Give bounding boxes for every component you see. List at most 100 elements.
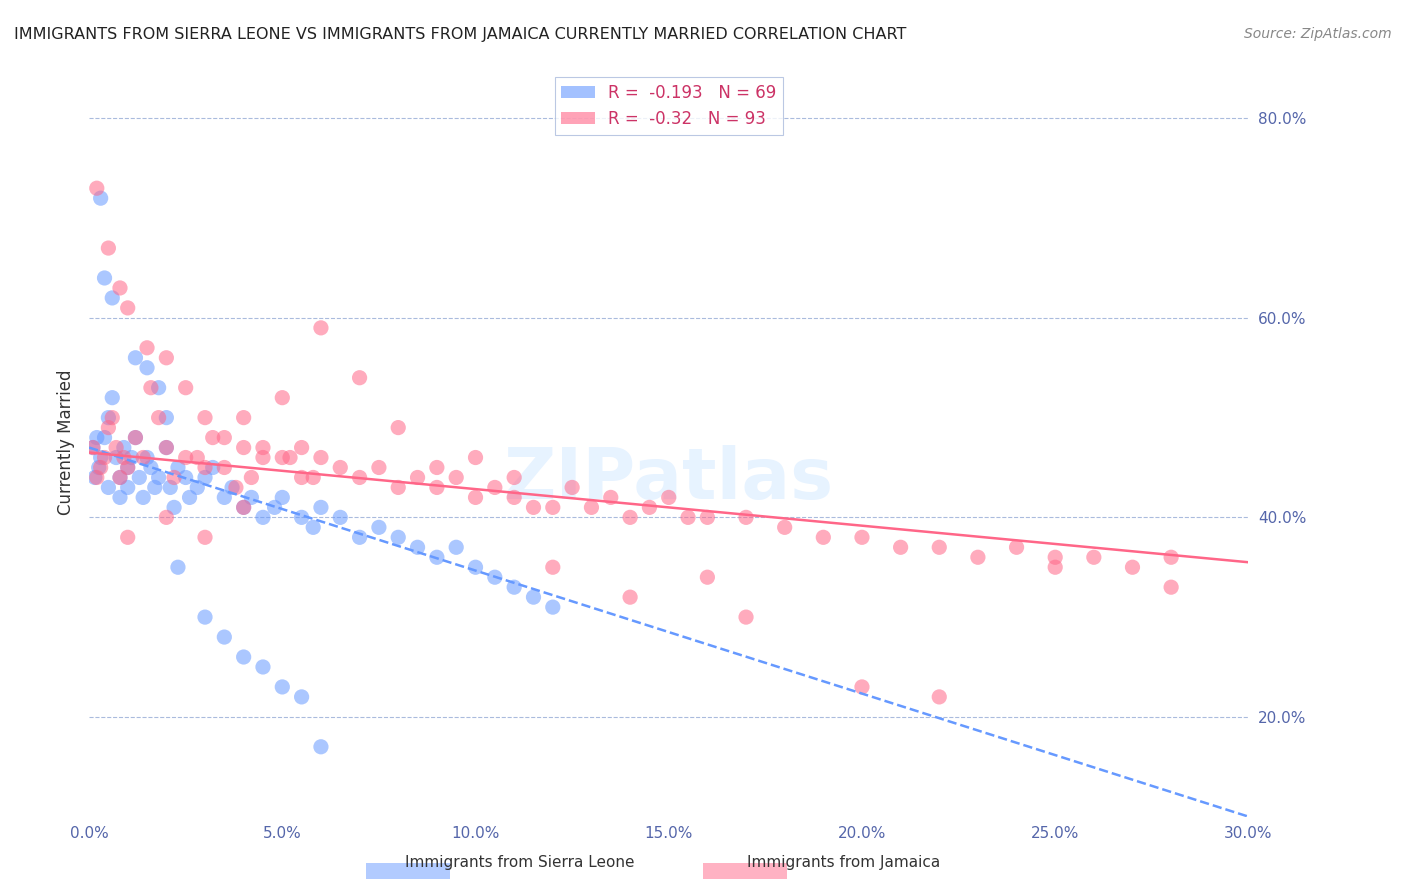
Point [638,500,661,515]
Point [186,450,208,465]
Point [132,491,155,505]
Point [93,431,115,445]
Point [232,410,254,425]
Point [86,181,108,195]
Point [309,321,332,335]
Point [124,351,146,365]
Point [148,410,170,425]
Point [696,570,718,584]
Point [735,610,758,624]
Point [167,560,190,574]
Point [263,500,285,515]
Point [252,660,274,674]
Point [291,441,314,455]
Point [464,450,486,465]
Point [291,690,314,704]
Point [676,510,699,524]
Point [387,480,409,494]
Point [155,351,177,365]
Point [174,450,197,465]
Point [194,530,217,544]
Point [271,450,294,465]
Point [124,431,146,445]
Point [367,460,389,475]
Point [619,510,641,524]
Point [309,450,332,465]
Point [214,460,236,475]
Point [128,470,150,484]
Point [186,480,208,494]
Point [86,431,108,445]
Point [291,510,314,524]
Point [87,460,110,475]
Point [90,450,112,465]
Point [658,491,681,505]
Point [82,441,104,455]
Point [83,470,105,484]
Point [1005,541,1028,555]
Point [179,491,201,505]
Point [232,441,254,455]
Point [155,441,177,455]
Point [201,460,224,475]
Point [240,470,263,484]
Point [221,480,243,494]
Point [813,530,835,544]
Point [1043,560,1066,574]
Text: Immigrants from Jamaica: Immigrants from Jamaica [747,855,941,870]
Point [90,191,112,205]
Point [928,690,950,704]
Point [387,530,409,544]
Text: IMMIGRANTS FROM SIERRA LEONE VS IMMIGRANTS FROM JAMAICA CURRENTLY MARRIED CORREL: IMMIGRANTS FROM SIERRA LEONE VS IMMIGRAN… [14,27,907,42]
Point [194,610,217,624]
Point [148,381,170,395]
Point [426,550,449,565]
Point [444,470,467,484]
Point [194,460,217,475]
Point [444,541,467,555]
Point [271,491,294,505]
Point [406,470,429,484]
Legend: R =  -0.193   N = 69, R =  -0.32   N = 93: R = -0.193 N = 69, R = -0.32 N = 93 [554,77,783,135]
Point [194,410,217,425]
Point [101,410,124,425]
Point [1160,580,1182,594]
Point [349,530,371,544]
Point [426,480,449,494]
Point [97,410,120,425]
Point [93,450,115,465]
Point [143,480,166,494]
Point [619,590,641,604]
Point [194,470,217,484]
Point [101,291,124,305]
Point [1160,550,1182,565]
Point [136,341,159,355]
Point [163,500,186,515]
Point [155,510,177,524]
Point [291,470,314,484]
Point [773,520,796,534]
Point [174,381,197,395]
Point [155,410,177,425]
Point [155,441,177,455]
Point [503,580,526,594]
Point [252,441,274,455]
Point [367,520,389,534]
Text: Source: ZipAtlas.com: Source: ZipAtlas.com [1244,27,1392,41]
Point [1043,550,1066,565]
Point [1083,550,1105,565]
Point [329,510,352,524]
Point [271,391,294,405]
Point [163,470,186,484]
Point [503,491,526,505]
Text: Immigrants from Sierra Leone: Immigrants from Sierra Leone [405,855,636,870]
Point [522,500,544,515]
Point [696,510,718,524]
Point [105,450,128,465]
Point [735,510,758,524]
Point [136,360,159,375]
Text: ZIPatlas: ZIPatlas [503,445,834,515]
Y-axis label: Currently Married: Currently Married [58,370,75,516]
Point [890,541,912,555]
Point [214,491,236,505]
